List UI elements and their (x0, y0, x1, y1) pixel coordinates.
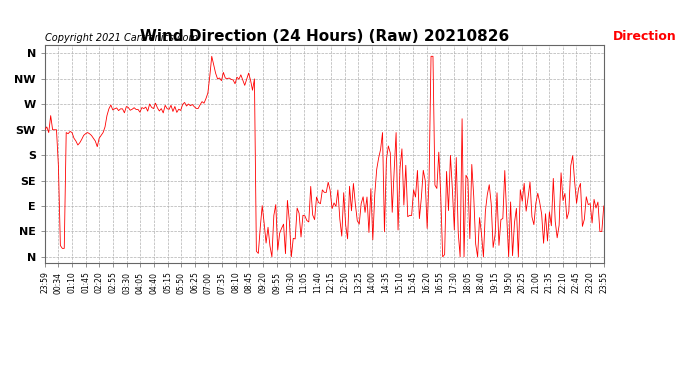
Text: Copyright 2021 Cartronics.com: Copyright 2021 Cartronics.com (45, 33, 198, 43)
Title: Wind Direction (24 Hours) (Raw) 20210826: Wind Direction (24 Hours) (Raw) 20210826 (139, 29, 509, 44)
Text: Direction: Direction (613, 30, 676, 43)
